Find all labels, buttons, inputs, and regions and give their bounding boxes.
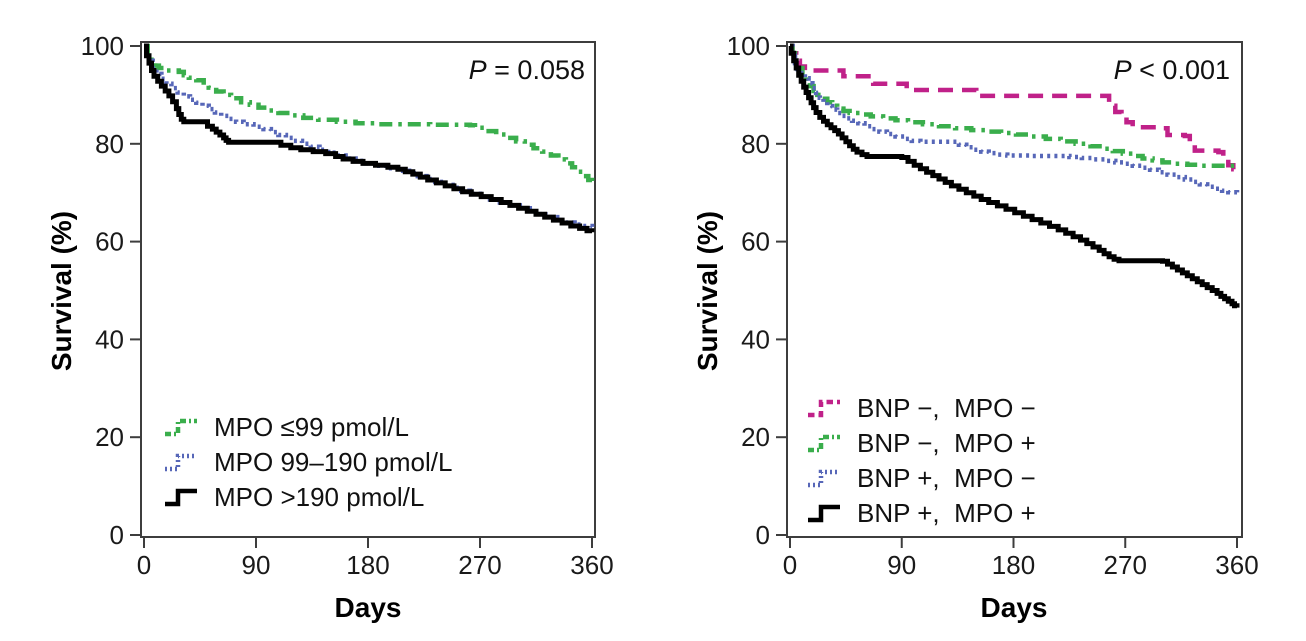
x-tick-label: 90: [887, 550, 916, 580]
x-axis-title-left-panel: Days: [334, 592, 402, 623]
legend-item: BNP −, MPO −: [806, 390, 1036, 425]
p-symbol: P: [1113, 55, 1132, 85]
legend-glyph-mpo-99-pmol-l: [165, 418, 197, 436]
curve-bnp-mpo: [790, 43, 1240, 169]
legend-item: BNP +, MPO −: [806, 460, 1036, 495]
y-tick-label: 80: [741, 129, 770, 159]
right-panel-group: 0 90 180 270 360 0 20 40 60 80 100: [727, 31, 1259, 580]
legend-label: BNP −, MPO +: [857, 427, 1036, 458]
legend-glyph-bnp-mpo: [808, 469, 840, 487]
curve-bnp-mpo: [788, 43, 1240, 309]
curve-mpo-99-pmol-l: [144, 43, 595, 183]
legend-item: BNP −, MPO +: [806, 425, 1036, 460]
y-tick-label: 20: [741, 422, 770, 452]
legend-glyph-path: [808, 434, 840, 452]
legend-left-panel: MPO ≤99 pmol/L MPO 99–190 pmol/L MPO >190 …: [163, 409, 452, 514]
legend-glyph-mpo-190-pmol-l: [165, 488, 197, 506]
p-value-text: < 0.001: [1131, 55, 1230, 85]
x-tick-label: 360: [570, 550, 613, 580]
y-tick-label: 100: [81, 31, 124, 61]
x-tick-label: 360: [1215, 550, 1258, 580]
y-tick-label: 40: [95, 324, 124, 354]
legend-label: MPO ≤99 pmol/L: [214, 411, 409, 442]
x-tick-label: 270: [1104, 550, 1147, 580]
curve-bnp-mpo: [790, 43, 1240, 172]
y-axis-title-left-panel: Survival (%): [46, 210, 77, 372]
y-axis-title-right-panel: Survival (%): [692, 210, 723, 372]
legend-glyph-path: [808, 399, 840, 417]
legend-glyph-bnp-mpo: [808, 399, 840, 417]
x-tick-label: 180: [992, 550, 1035, 580]
x-tick-label: 270: [458, 550, 501, 580]
x-axis-title-right-panel: Days: [980, 592, 1048, 623]
y-tick-label: 100: [727, 31, 770, 61]
curve-mpo-190-pmol-l: [144, 43, 595, 234]
legend-glyph-path: [165, 453, 197, 471]
legend-item: MPO >190 pmol/L: [163, 479, 452, 514]
x-tick-label: 0: [137, 550, 151, 580]
x-tick-label: 90: [242, 550, 271, 580]
legend-item: MPO ≤99 pmol/L: [163, 409, 452, 444]
legend-glyph-bnp-mpo: [808, 504, 840, 522]
legend-glyph-bnp-mpo: [808, 434, 840, 452]
legend-glyph-path: [165, 418, 197, 436]
y-tick-label: 60: [741, 227, 770, 257]
legend-label: BNP +, MPO +: [857, 497, 1036, 528]
legend-label: MPO >190 pmol/L: [214, 481, 425, 512]
p-symbol: P: [468, 55, 487, 85]
y-tick-label: 40: [741, 324, 770, 354]
curve-bnp-mpo: [790, 43, 1240, 195]
legend-glyph-path: [808, 469, 840, 487]
x-tick-label: 180: [346, 550, 389, 580]
legend-label: BNP −, MPO −: [857, 392, 1036, 423]
p-value-text: = 0.058: [486, 55, 585, 85]
x-tick-label: 0: [783, 550, 797, 580]
y-tick-label: 80: [95, 129, 124, 159]
legend-glyph-path: [808, 504, 840, 522]
left-panel-group: 0 90 180 270 360 0 20 40 60 80 100: [81, 31, 614, 580]
legend-label: MPO 99–190 pmol/L: [214, 446, 453, 477]
legend-right-panel: BNP −, MPO − BNP −, MPO + BNP +, MPO − BNP …: [806, 390, 1036, 530]
y-tick-label: 60: [95, 227, 124, 257]
y-tick-label: 0: [110, 520, 124, 550]
legend-label: BNP +, MPO −: [857, 462, 1036, 493]
legend-glyph-path: [165, 488, 197, 506]
legend-item: BNP +, MPO +: [806, 495, 1036, 530]
y-tick-label: 0: [756, 520, 770, 550]
p-value-right-panel: P < 0.001: [1045, 55, 1230, 86]
p-value-left-panel: P = 0.058: [400, 55, 585, 86]
y-tick-label: 20: [95, 422, 124, 452]
legend-glyph-mpo-99-190-pmol-l: [165, 453, 197, 471]
legend-item: MPO 99–190 pmol/L: [163, 444, 452, 479]
